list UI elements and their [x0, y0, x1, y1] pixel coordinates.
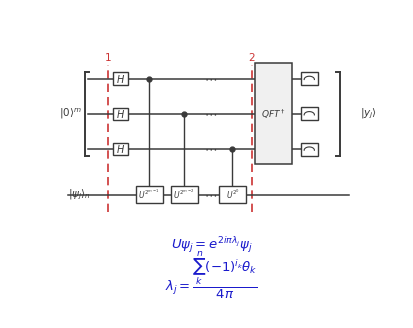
Text: $U^{2^0}$: $U^{2^0}$	[225, 188, 240, 201]
Text: $\cdots$: $\cdots$	[204, 107, 216, 120]
Text: $\cdots$: $\cdots$	[204, 143, 216, 156]
Text: $H$: $H$	[116, 72, 125, 85]
Bar	[301, 72, 318, 85]
Bar	[255, 63, 292, 164]
Bar	[301, 143, 318, 156]
Text: $|\psi_j\rangle_n$: $|\psi_j\rangle_n$	[68, 188, 90, 202]
Text: $QFT^\dagger$: $QFT^\dagger$	[261, 107, 286, 121]
Text: $\lambda_j = \dfrac{\sum_k^n(-1)^{i_k}\theta_k}{4\pi}$: $\lambda_j = \dfrac{\sum_k^n(-1)^{i_k}\t…	[165, 250, 258, 301]
Bar	[301, 107, 318, 120]
Bar	[135, 187, 163, 203]
Text: $U^{2^{m-1}}$: $U^{2^{m-1}}$	[138, 188, 160, 201]
Text: $H$: $H$	[116, 143, 125, 155]
Bar	[113, 108, 128, 120]
Text: 1: 1	[104, 53, 111, 63]
Text: $|0\rangle^m$: $|0\rangle^m$	[59, 107, 82, 121]
Bar	[219, 187, 246, 203]
Bar	[113, 72, 128, 85]
Text: $U^{2^{m-2}}$: $U^{2^{m-2}}$	[173, 188, 195, 201]
Text: $|y_j\rangle$: $|y_j\rangle$	[361, 107, 377, 121]
Text: $U\psi_j = e^{2i\pi\lambda_j}\psi_j$: $U\psi_j = e^{2i\pi\lambda_j}\psi_j$	[171, 235, 252, 255]
Text: $\cdots$: $\cdots$	[204, 188, 216, 201]
Text: $\cdots$: $\cdots$	[204, 72, 216, 85]
Bar	[113, 143, 128, 155]
Bar	[171, 187, 198, 203]
Text: $H$: $H$	[116, 108, 125, 120]
Text: 2: 2	[248, 53, 255, 63]
